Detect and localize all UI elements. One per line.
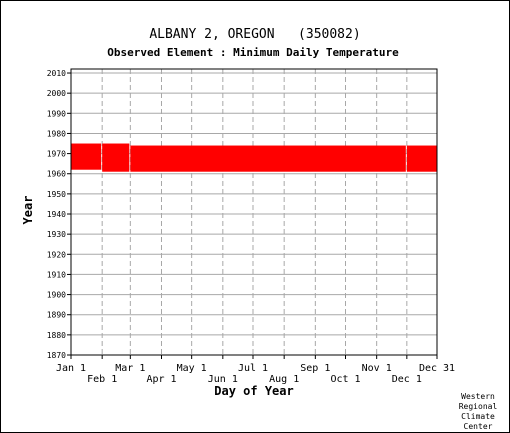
x-tick-label: Dec 1 — [392, 374, 422, 385]
y-tick-label: 1880 — [47, 331, 66, 340]
y-axis-label: Year — [21, 196, 35, 225]
x-tick-label: Mar 1 — [115, 363, 145, 374]
y-tick-label: 1930 — [47, 230, 66, 239]
chart-title: ALBANY 2, OREGON (350082) — [149, 27, 360, 42]
x-tick-label: Oct 1 — [330, 374, 360, 385]
coverage-bar — [130, 145, 406, 172]
credit-line: Center — [464, 422, 493, 431]
x-axis-label: Day of Year — [214, 384, 293, 398]
grid-lines — [71, 69, 437, 356]
coverage-bar — [102, 143, 130, 172]
y-tick-label: 1950 — [47, 190, 66, 199]
chart-subtitle: Observed Element : Minimum Daily Tempera… — [107, 46, 399, 59]
y-tick-label: 1940 — [47, 210, 66, 219]
x-tick-label: Sep 1 — [300, 363, 330, 374]
y-tick-label: 1870 — [47, 351, 66, 360]
y-tick-label: 1910 — [47, 270, 66, 279]
x-tick-label: Apr 1 — [146, 374, 176, 385]
credit-block: Western Regional Climate Center — [459, 392, 498, 431]
credit-line: Regional — [459, 402, 498, 411]
y-tick-label: 1990 — [47, 109, 66, 118]
y-tick-label: 2010 — [47, 69, 66, 78]
y-tick-label: 1900 — [47, 291, 66, 300]
y-tick-label: 2000 — [47, 89, 66, 98]
x-tick-label: Aug 1 — [269, 374, 299, 385]
coverage-bar — [71, 143, 102, 170]
x-tick-label: Jul 1 — [238, 363, 268, 374]
credit-line: Climate — [461, 412, 495, 421]
plot-border — [70, 68, 438, 356]
y-tick-label: 1970 — [47, 150, 66, 159]
axis-ticks: 1870 1880 1890 1900 1910 1920 1930 1940 1950 1960… — [47, 69, 455, 385]
credit-line: Western — [461, 392, 495, 401]
x-tick-label: Feb 1 — [87, 374, 117, 385]
x-tick-label: May 1 — [177, 363, 207, 374]
x-tick-label: Jun 1 — [208, 374, 238, 385]
coverage-bars — [71, 143, 437, 172]
y-tick-label: 1890 — [47, 311, 66, 320]
y-tick-label: 1920 — [47, 250, 66, 259]
coverage-bar — [406, 145, 437, 172]
x-tick-label: Jan 1 — [56, 363, 86, 374]
y-tick-label: 1980 — [47, 129, 66, 138]
x-tick-label: Dec 31 — [419, 363, 455, 374]
y-tick-label: 1960 — [47, 170, 66, 179]
x-tick-label: Nov 1 — [362, 363, 392, 374]
